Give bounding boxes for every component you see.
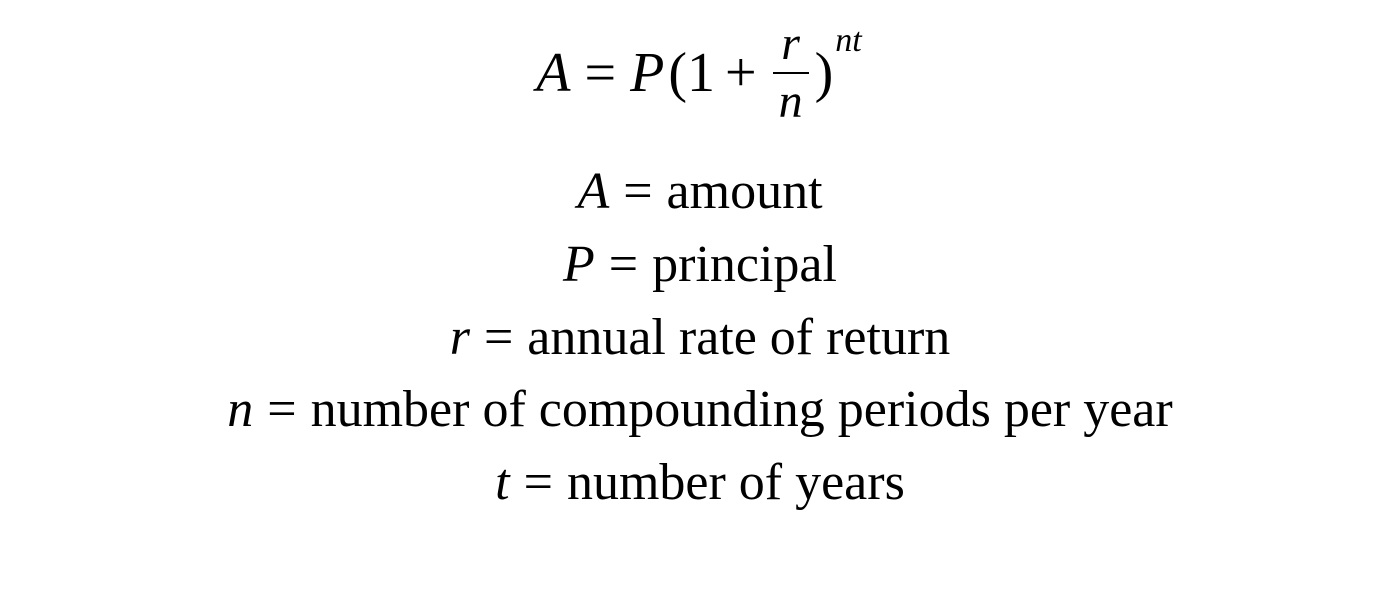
def-text-r: annual rate of return <box>527 302 950 375</box>
formula-lhs-A: A <box>536 41 570 105</box>
formula-fraction: r n <box>773 20 809 126</box>
def-eq-r: = <box>484 302 513 375</box>
formula-row: A = P ( 1 + r n ) nt <box>536 20 863 126</box>
def-var-n: n <box>227 374 253 447</box>
definition-t: t = number of years <box>495 447 905 520</box>
formula-P: P <box>630 41 664 105</box>
formula-exponent: nt <box>835 22 861 60</box>
def-text-n: number of compounding periods per year <box>311 374 1173 447</box>
def-var-t: t <box>495 447 509 520</box>
formula-equals: = <box>585 41 617 105</box>
definition-r: r = annual rate of return <box>450 302 951 375</box>
definition-A: A = amount <box>577 156 822 229</box>
variable-definitions: A = amount P = principal r = annual rate… <box>227 156 1172 520</box>
def-eq-n: = <box>267 374 296 447</box>
def-text-A: amount <box>667 156 823 229</box>
definition-n: n = number of compounding periods per ye… <box>227 374 1172 447</box>
formula-one: 1 <box>687 41 715 105</box>
def-text-P: principal <box>652 229 837 302</box>
def-eq-A: = <box>623 156 652 229</box>
def-eq-t: = <box>524 447 553 520</box>
def-eq-P: = <box>609 229 638 302</box>
def-text-t: number of years <box>567 447 905 520</box>
def-var-r: r <box>450 302 470 375</box>
open-paren: ( <box>668 41 687 105</box>
exponent-n: n <box>835 22 852 59</box>
definition-P: P = principal <box>563 229 837 302</box>
fraction-bar <box>773 72 809 74</box>
compound-interest-formula: A = P ( 1 + r n ) nt <box>536 20 863 126</box>
def-var-P: P <box>563 229 595 302</box>
close-paren: ) <box>815 41 834 105</box>
def-var-A: A <box>577 156 609 229</box>
fraction-denominator: n <box>779 78 803 126</box>
formula-paren-group: ( 1 + r n ) <box>668 20 833 126</box>
exponent-t: t <box>852 22 861 59</box>
formula-plus: + <box>725 41 757 105</box>
fraction-numerator: r <box>781 20 800 68</box>
